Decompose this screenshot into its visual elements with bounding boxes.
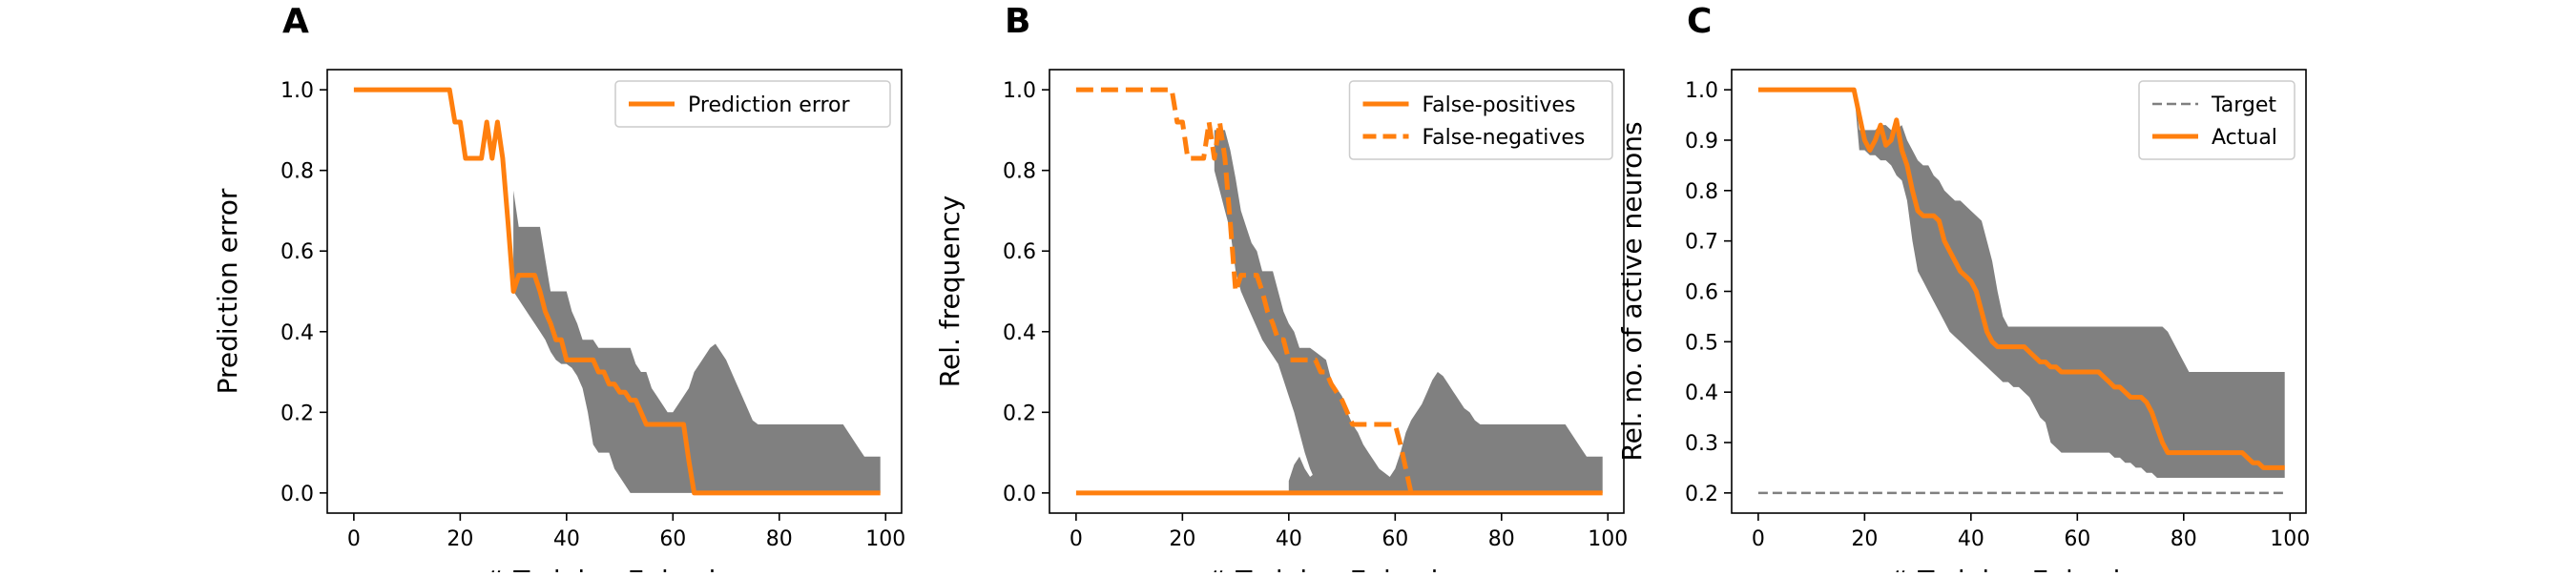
legend-box — [614, 80, 891, 128]
panel-b: 0 20 40 60 80 100 0.0 0.2 0.4 0.6 0.8 1.0 # Training… — [934, 2, 1628, 577]
legend: False-positives False-negatives — [1348, 80, 1613, 160]
x-tick-label: 40 — [553, 527, 580, 551]
legend: Prediction error — [614, 80, 891, 128]
y-tick-label: 0.4 — [280, 321, 314, 345]
y-tick-label: 1.0 — [280, 79, 314, 103]
legend-label: False-positives — [1423, 93, 1576, 117]
x-tick-label: 20 — [447, 527, 473, 551]
y-tick-label: 0.4 — [1003, 321, 1036, 345]
panel-c: 0 20 40 60 80 100 0.2 0.3 0.4 0.5 0.6 0.7 0.8 0.9 1.0 #… — [1616, 2, 2310, 577]
x-tick-label: 100 — [865, 527, 905, 551]
shaded-band — [1214, 130, 1603, 493]
y-tick-label: 0.7 — [1685, 231, 1718, 255]
y-tick-label: 1.0 — [1003, 79, 1036, 103]
legend-label: Prediction error — [688, 93, 850, 117]
x-tick-label: 60 — [2064, 527, 2090, 551]
axes-frame — [1049, 69, 1625, 514]
shaded-band — [513, 190, 881, 493]
x-tick-label: 20 — [1851, 527, 1878, 551]
legend-label: Target — [2211, 93, 2276, 117]
legend-box — [2138, 80, 2296, 160]
plot-area — [353, 87, 881, 496]
y-tick-label: 0.2 — [1003, 402, 1036, 425]
x-tick-label: 40 — [1958, 527, 1984, 551]
x-axis-title: # Training Episodes — [483, 565, 746, 572]
x-tick-label: 0 — [347, 527, 361, 551]
y-axis-title: Rel. no. of active neurons — [1616, 121, 1648, 461]
x-tick-label: 40 — [1276, 527, 1302, 551]
y-tick-label: 0.8 — [1685, 180, 1718, 204]
panel-letter: C — [1687, 2, 1712, 41]
x-axis-title: # Training Episodes — [1887, 565, 2150, 572]
y-tick-label: 0.2 — [1685, 483, 1718, 506]
x-tick-label: 100 — [2270, 527, 2310, 551]
y-tick-label: 0.4 — [1685, 381, 1718, 405]
y-tick-label: 0.3 — [1685, 432, 1718, 456]
panel-letter: A — [282, 2, 309, 41]
x-tick-label: 0 — [1070, 527, 1083, 551]
legend: Target Actual — [2138, 80, 2296, 160]
y-tick-label: 0.6 — [1685, 281, 1718, 305]
x-tick-label: 0 — [1752, 527, 1765, 551]
legend-label: False-negatives — [1423, 126, 1586, 150]
y-tick-label: 0.8 — [280, 160, 314, 184]
y-tick-label: 0.5 — [1685, 331, 1718, 355]
shaded-band — [1288, 444, 1332, 493]
x-tick-label: 80 — [2171, 527, 2197, 551]
y-tick-label: 0.8 — [1003, 160, 1036, 184]
x-tick-label: 20 — [1169, 527, 1195, 551]
y-tick-label: 0.6 — [1003, 240, 1036, 264]
y-axis-title: Prediction error — [212, 188, 243, 394]
y-tick-label: 0.2 — [280, 402, 314, 425]
series-line-actual — [1757, 87, 2285, 470]
y-tick-label: 0.9 — [1685, 130, 1718, 154]
series-line-prediction-error — [353, 87, 881, 496]
x-tick-label: 80 — [766, 527, 793, 551]
panel-a: 0 20 40 60 80 100 0.0 0.2 0.4 0.6 0.8 1.0 # Training… — [212, 2, 905, 577]
series-line-false-negatives — [1075, 87, 1414, 494]
y-tick-label: 0.0 — [280, 483, 314, 506]
plot-area — [1075, 87, 1603, 496]
y-axis-title: Rel. frequency — [934, 196, 966, 387]
legend-label: Actual — [2212, 126, 2277, 150]
x-tick-label: 80 — [1488, 527, 1515, 551]
x-tick-label: 100 — [1588, 527, 1628, 551]
axes-frame — [326, 69, 903, 514]
y-tick-label: 1.0 — [1685, 79, 1718, 103]
x-axis-title: # Training Episodes — [1205, 565, 1468, 572]
legend-box — [1348, 80, 1613, 160]
plot-area — [1757, 87, 2285, 495]
shaded-band — [1854, 90, 2285, 478]
panel-letter: B — [1005, 2, 1030, 41]
x-tick-label: 60 — [1381, 527, 1408, 551]
y-tick-label: 0.0 — [1003, 483, 1036, 506]
y-tick-label: 0.6 — [280, 240, 314, 264]
x-tick-label: 60 — [659, 527, 686, 551]
